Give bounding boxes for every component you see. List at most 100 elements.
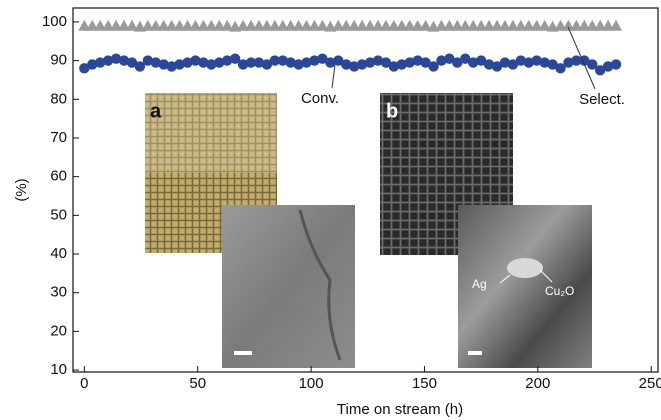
triangle-point	[86, 19, 99, 31]
x-tick-label: 200	[525, 375, 550, 392]
circle-point	[404, 57, 415, 68]
y-tick-label: 20	[50, 322, 67, 339]
triangle-point	[189, 19, 202, 31]
circle-point	[333, 55, 344, 66]
circle-point	[380, 57, 392, 68]
circle-point	[293, 59, 304, 70]
y-tick-label: 40	[50, 245, 67, 262]
triangle-point	[586, 19, 599, 31]
triangle-point	[451, 19, 464, 31]
scale-bar-a	[234, 351, 252, 355]
triangle-point	[498, 19, 511, 31]
leader-line	[331, 64, 336, 89]
circle-point	[428, 61, 439, 72]
circle-point	[237, 59, 249, 70]
circle-point	[87, 59, 98, 70]
triangle-point	[205, 19, 218, 31]
triangle-point	[141, 19, 154, 31]
circle-point	[95, 57, 106, 68]
circle-point	[452, 57, 463, 68]
triangle-point	[181, 19, 194, 31]
circle-point	[499, 57, 511, 68]
circle-point	[483, 59, 495, 70]
triangle-point	[546, 20, 559, 32]
triangle-point	[467, 19, 480, 31]
y-tick-label: 10	[50, 361, 67, 378]
triangle-point	[594, 19, 607, 31]
triangle-point	[316, 19, 329, 31]
y-tick-label: 70	[50, 129, 67, 146]
circle-point	[285, 57, 296, 68]
circle-point	[475, 55, 487, 66]
circle-point	[515, 55, 527, 66]
scale-bar-b	[468, 351, 482, 355]
triangle-point	[483, 19, 496, 31]
circle-point	[261, 59, 273, 70]
triangle-point	[570, 19, 583, 31]
circle-point	[206, 59, 217, 70]
triangle-point	[324, 20, 337, 32]
photo-a-glare	[145, 93, 277, 173]
series-label: Conv.	[301, 90, 339, 107]
circle-point	[150, 57, 161, 68]
triangle-point	[395, 19, 408, 31]
triangle-point	[308, 19, 321, 31]
y-tick-label: 100	[42, 13, 67, 30]
circle-point	[166, 61, 177, 72]
circle-point	[555, 63, 566, 74]
circle-point	[325, 57, 336, 68]
x-tick-label: 250	[639, 375, 661, 392]
triangle-point	[125, 19, 138, 31]
x-tick-label: 50	[189, 375, 206, 392]
circle-point	[118, 55, 130, 66]
triangle-point	[118, 19, 131, 31]
circle-point	[269, 55, 281, 66]
triangle-point	[435, 19, 448, 31]
plot-frame	[72, 7, 659, 373]
triangle-point	[237, 19, 250, 31]
triangle-point	[475, 19, 488, 31]
y-tick-label: 80	[50, 90, 67, 107]
circle-point	[412, 55, 423, 66]
circle-point	[364, 57, 376, 68]
circle-point	[253, 57, 265, 68]
circle-point	[317, 53, 328, 64]
triangle-point	[260, 19, 273, 31]
triangle-point	[268, 19, 281, 31]
inset-label: b	[386, 100, 398, 122]
circle-point	[309, 55, 320, 66]
circle-point	[602, 61, 614, 72]
circle-point	[491, 61, 503, 72]
triangle-point	[276, 19, 289, 31]
circle-point	[507, 59, 519, 70]
y-axis-label: (%)	[13, 178, 30, 201]
circle-point	[531, 55, 542, 66]
triangle-point	[371, 19, 384, 31]
triangle-point	[213, 19, 226, 31]
triangle-point	[348, 19, 361, 31]
triangle-point	[165, 19, 178, 31]
triangle-point	[149, 19, 162, 31]
triangle-point	[364, 19, 377, 31]
triangle-point	[173, 19, 186, 31]
triangle-point	[538, 19, 551, 31]
circle-point	[396, 59, 407, 70]
circle-point	[460, 53, 471, 64]
triangle-point	[332, 19, 345, 31]
triangle-point	[522, 19, 535, 31]
triangle-point	[610, 19, 623, 31]
circle-point	[587, 59, 598, 70]
circle-point	[190, 55, 201, 66]
circle-point	[182, 57, 193, 68]
triangle-point	[506, 19, 519, 31]
triangle-point	[443, 19, 456, 31]
inset-label: a	[150, 100, 162, 122]
leader-line	[567, 26, 596, 90]
triangle-point	[403, 19, 416, 31]
triangle-point	[491, 19, 504, 31]
triangle-point	[427, 20, 440, 32]
y-tick-label: 30	[50, 284, 67, 301]
insets	[145, 93, 592, 368]
inset-label: Cu₂O	[545, 284, 574, 298]
triangle-point	[110, 19, 123, 31]
